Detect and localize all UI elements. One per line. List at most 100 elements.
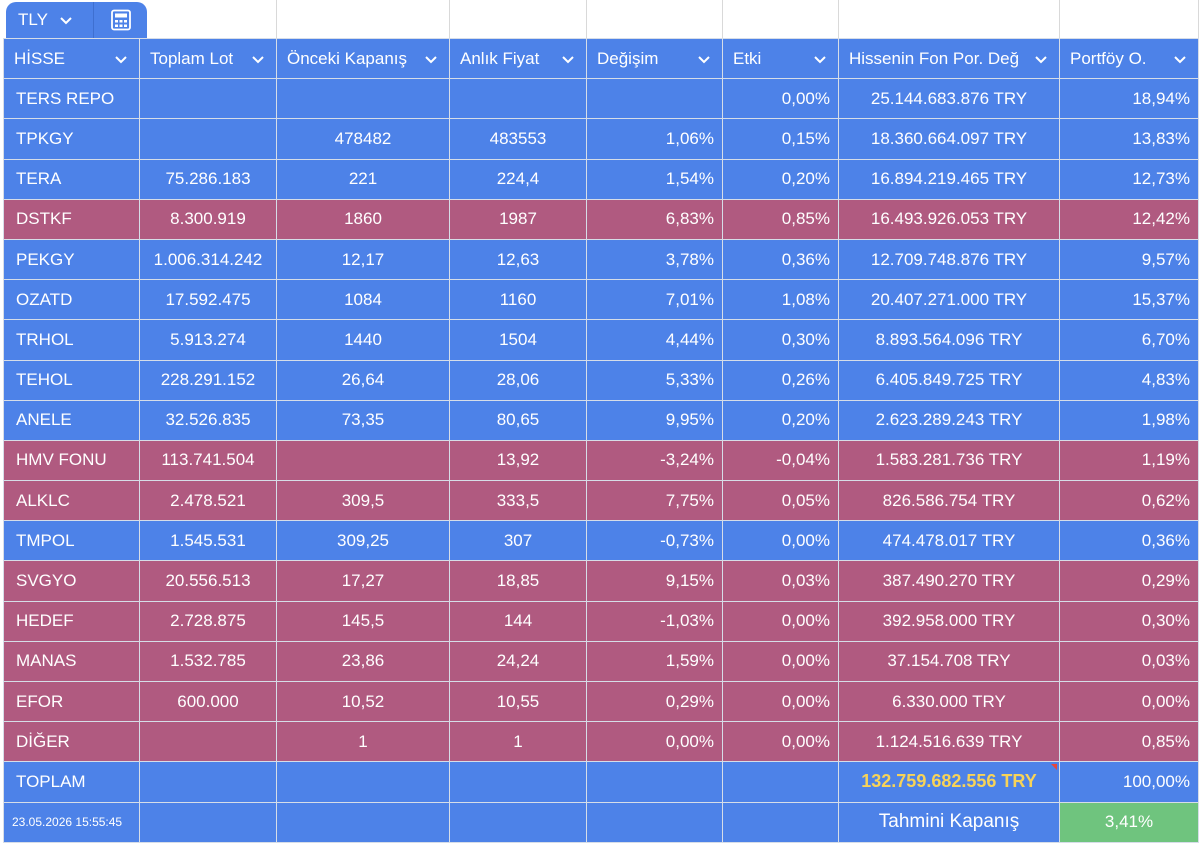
chevron-down-icon[interactable] bbox=[423, 51, 439, 67]
cell-fon-portfoy-deger[interactable]: 12.709.748.876 TRY bbox=[838, 238, 1060, 281]
header-anlik-fiyat[interactable]: Anlık Fiyat bbox=[449, 37, 587, 80]
cell-hisse[interactable]: OZATD bbox=[3, 279, 140, 321]
cell-etki[interactable]: 1,08% bbox=[722, 279, 839, 321]
cell-onceki-kapanis[interactable]: 309,5 bbox=[276, 480, 450, 522]
cell-etki[interactable]: 0,00% bbox=[722, 600, 839, 642]
cell-degisim[interactable]: 9,15% bbox=[586, 560, 723, 602]
cell-etki[interactable]: 0,15% bbox=[722, 118, 839, 160]
cell-fon-portfoy-deger[interactable]: 1.124.516.639 TRY bbox=[838, 721, 1060, 763]
estimate-value[interactable]: 3,41% bbox=[1059, 801, 1199, 843]
cell-anlik-fiyat[interactable]: 483553 bbox=[449, 118, 587, 160]
cell-degisim[interactable]: 5,33% bbox=[586, 359, 723, 401]
cell-portfoy-orani[interactable]: 0,85% bbox=[1059, 721, 1199, 763]
cell-degisim[interactable] bbox=[586, 78, 723, 120]
cell-hisse[interactable]: TRHOL bbox=[3, 319, 140, 361]
cell-onceki-kapanis[interactable]: 26,64 bbox=[276, 359, 450, 401]
cell-toplam-lot[interactable]: 1.532.785 bbox=[139, 640, 277, 683]
cell-toplam-lot[interactable] bbox=[139, 118, 277, 160]
header-portfoy-orani[interactable]: Portföy O. bbox=[1059, 37, 1199, 80]
chevron-down-icon[interactable] bbox=[812, 51, 828, 67]
calculator-icon[interactable] bbox=[110, 9, 132, 31]
cell-portfoy-orani[interactable]: 12,73% bbox=[1059, 158, 1199, 200]
cell-anlik-fiyat[interactable]: 24,24 bbox=[449, 640, 587, 683]
chevron-down-icon[interactable] bbox=[1033, 51, 1049, 67]
cell-degisim[interactable]: 6,83% bbox=[586, 198, 723, 240]
cell-anlik-fiyat[interactable]: 18,85 bbox=[449, 560, 587, 602]
cell-hisse[interactable]: TMPOL bbox=[3, 520, 140, 562]
empty-cell[interactable] bbox=[722, 761, 839, 803]
cell-portfoy-orani[interactable]: 0,03% bbox=[1059, 640, 1199, 683]
cell-toplam-lot[interactable]: 32.526.835 bbox=[139, 399, 277, 441]
total-value-cell[interactable]: 132.759.682.556 TRY bbox=[838, 761, 1060, 803]
cell-onceki-kapanis[interactable]: 1 bbox=[276, 721, 450, 763]
cell-etki[interactable]: 0,05% bbox=[722, 480, 839, 522]
cell-onceki-kapanis[interactable]: 145,5 bbox=[276, 600, 450, 642]
cell-portfoy-orani[interactable]: 1,98% bbox=[1059, 399, 1199, 441]
empty-cell[interactable] bbox=[586, 761, 723, 803]
cell-degisim[interactable]: 7,75% bbox=[586, 480, 723, 522]
cell-toplam-lot[interactable]: 2.478.521 bbox=[139, 480, 277, 522]
cell-hisse[interactable]: ALKLC bbox=[3, 480, 140, 522]
cell-toplam-lot[interactable]: 75.286.183 bbox=[139, 158, 277, 200]
cell-portfoy-orani[interactable]: 18,94% bbox=[1059, 78, 1199, 120]
cell-etki[interactable]: -0,04% bbox=[722, 439, 839, 482]
cell-anlik-fiyat[interactable]: 1 bbox=[449, 721, 587, 763]
cell-portfoy-orani[interactable]: 12,42% bbox=[1059, 198, 1199, 240]
cell-toplam-lot[interactable] bbox=[139, 78, 277, 120]
cell-portfoy-orani[interactable]: 13,83% bbox=[1059, 118, 1199, 160]
cell-toplam-lot[interactable]: 1.545.531 bbox=[139, 520, 277, 562]
cell-onceki-kapanis[interactable]: 309,25 bbox=[276, 520, 450, 562]
cell-onceki-kapanis[interactable] bbox=[276, 439, 450, 482]
cell-hisse[interactable]: DSTKF bbox=[3, 198, 140, 240]
header-hisse[interactable]: HİSSE bbox=[3, 37, 140, 80]
cell-fon-portfoy-deger[interactable]: 474.478.017 TRY bbox=[838, 520, 1060, 562]
chevron-down-icon[interactable] bbox=[696, 51, 712, 67]
cell-toplam-lot[interactable]: 228.291.152 bbox=[139, 359, 277, 401]
cell-fon-portfoy-deger[interactable]: 6.330.000 TRY bbox=[838, 680, 1060, 723]
cell-degisim[interactable]: 3,78% bbox=[586, 238, 723, 281]
cell-hisse[interactable]: MANAS bbox=[3, 640, 140, 683]
cell-fon-portfoy-deger[interactable]: 8.893.564.096 TRY bbox=[838, 319, 1060, 361]
cell-portfoy-orani[interactable]: 4,83% bbox=[1059, 359, 1199, 401]
cell-toplam-lot[interactable]: 1.006.314.242 bbox=[139, 238, 277, 281]
cell-degisim[interactable]: -3,24% bbox=[586, 439, 723, 482]
header-fon-portfoy-deger[interactable]: Hissenin Fon Por. Değ bbox=[838, 37, 1060, 80]
cell-hisse[interactable]: TPKGY bbox=[3, 118, 140, 160]
cell-etki[interactable]: 0,26% bbox=[722, 359, 839, 401]
cell-anlik-fiyat[interactable]: 10,55 bbox=[449, 680, 587, 723]
cell-degisim[interactable]: 1,06% bbox=[586, 118, 723, 160]
cell-portfoy-orani[interactable]: 6,70% bbox=[1059, 319, 1199, 361]
cell-fon-portfoy-deger[interactable]: 387.490.270 TRY bbox=[838, 560, 1060, 602]
cell-toplam-lot[interactable]: 17.592.475 bbox=[139, 279, 277, 321]
cell-degisim[interactable]: 0,29% bbox=[586, 680, 723, 723]
cell-degisim[interactable]: 9,95% bbox=[586, 399, 723, 441]
cell-etki[interactable]: 0,03% bbox=[722, 560, 839, 602]
cell-anlik-fiyat[interactable]: 224,4 bbox=[449, 158, 587, 200]
cell-hisse[interactable]: TERS REPO bbox=[3, 78, 140, 120]
chevron-down-icon[interactable] bbox=[250, 51, 266, 67]
cell-toplam-lot[interactable]: 8.300.919 bbox=[139, 198, 277, 240]
cell-onceki-kapanis[interactable]: 1084 bbox=[276, 279, 450, 321]
cell-onceki-kapanis[interactable]: 12,17 bbox=[276, 238, 450, 281]
cell-onceki-kapanis[interactable]: 73,35 bbox=[276, 399, 450, 441]
cell-onceki-kapanis[interactable]: 478482 bbox=[276, 118, 450, 160]
cell-degisim[interactable]: 7,01% bbox=[586, 279, 723, 321]
cell-hisse[interactable]: TERA bbox=[3, 158, 140, 200]
cell-hisse[interactable]: ANELE bbox=[3, 399, 140, 441]
cell-anlik-fiyat[interactable]: 12,63 bbox=[449, 238, 587, 281]
cell-degisim[interactable]: 0,00% bbox=[586, 721, 723, 763]
cell-fon-portfoy-deger[interactable]: 25.144.683.876 TRY bbox=[838, 78, 1060, 120]
cell-degisim[interactable]: 1,54% bbox=[586, 158, 723, 200]
cell-anlik-fiyat[interactable]: 144 bbox=[449, 600, 587, 642]
cell-fon-portfoy-deger[interactable]: 826.586.754 TRY bbox=[838, 480, 1060, 522]
cell-portfoy-orani[interactable]: 0,30% bbox=[1059, 600, 1199, 642]
cell-degisim[interactable]: 1,59% bbox=[586, 640, 723, 683]
cell-fon-portfoy-deger[interactable]: 37.154.708 TRY bbox=[838, 640, 1060, 683]
cell-hisse[interactable]: PEKGY bbox=[3, 238, 140, 281]
cell-anlik-fiyat[interactable]: 1987 bbox=[449, 198, 587, 240]
empty-cell[interactable] bbox=[449, 761, 587, 803]
cell-portfoy-orani[interactable]: 0,29% bbox=[1059, 560, 1199, 602]
cell-anlik-fiyat[interactable]: 28,06 bbox=[449, 359, 587, 401]
cell-etki[interactable]: 0,30% bbox=[722, 319, 839, 361]
cell-anlik-fiyat[interactable] bbox=[449, 78, 587, 120]
